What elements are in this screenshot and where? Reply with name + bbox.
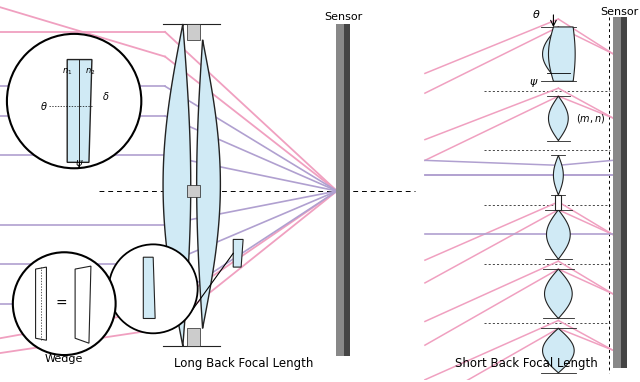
Circle shape bbox=[7, 34, 141, 168]
Polygon shape bbox=[187, 185, 200, 197]
Polygon shape bbox=[233, 240, 243, 267]
Polygon shape bbox=[336, 24, 344, 356]
Polygon shape bbox=[543, 329, 574, 373]
Polygon shape bbox=[187, 329, 200, 346]
Polygon shape bbox=[75, 266, 91, 343]
Polygon shape bbox=[556, 195, 561, 210]
Text: Sensor: Sensor bbox=[324, 12, 362, 22]
Text: $n_2$: $n_2$ bbox=[85, 66, 95, 77]
Text: Wedge: Wedge bbox=[45, 354, 83, 364]
Text: Long Back Focal Length: Long Back Focal Length bbox=[175, 357, 314, 370]
Polygon shape bbox=[621, 17, 627, 368]
Text: Sensor: Sensor bbox=[600, 7, 639, 17]
Polygon shape bbox=[612, 17, 621, 368]
Circle shape bbox=[13, 252, 116, 355]
Circle shape bbox=[109, 244, 198, 333]
Text: $\psi$: $\psi$ bbox=[75, 158, 83, 170]
Text: =: = bbox=[56, 297, 67, 311]
Polygon shape bbox=[344, 24, 350, 356]
Polygon shape bbox=[547, 210, 570, 259]
Text: Short Back Focal Length: Short Back Focal Length bbox=[456, 357, 598, 370]
Text: $(m,n)$: $(m,n)$ bbox=[576, 112, 605, 125]
Polygon shape bbox=[548, 96, 568, 141]
Text: $n_1$: $n_1$ bbox=[61, 66, 72, 77]
Polygon shape bbox=[543, 27, 574, 81]
Polygon shape bbox=[143, 257, 155, 319]
Text: $\delta$: $\delta$ bbox=[102, 90, 109, 102]
Text: $\theta$: $\theta$ bbox=[40, 100, 47, 112]
Polygon shape bbox=[196, 40, 220, 329]
Polygon shape bbox=[548, 27, 575, 81]
Polygon shape bbox=[163, 24, 191, 346]
Polygon shape bbox=[36, 267, 47, 340]
Polygon shape bbox=[545, 269, 572, 319]
Text: $\theta$: $\theta$ bbox=[532, 8, 541, 20]
Polygon shape bbox=[187, 24, 200, 40]
Polygon shape bbox=[67, 60, 92, 162]
Polygon shape bbox=[554, 155, 563, 195]
Text: $\psi$: $\psi$ bbox=[529, 77, 539, 89]
